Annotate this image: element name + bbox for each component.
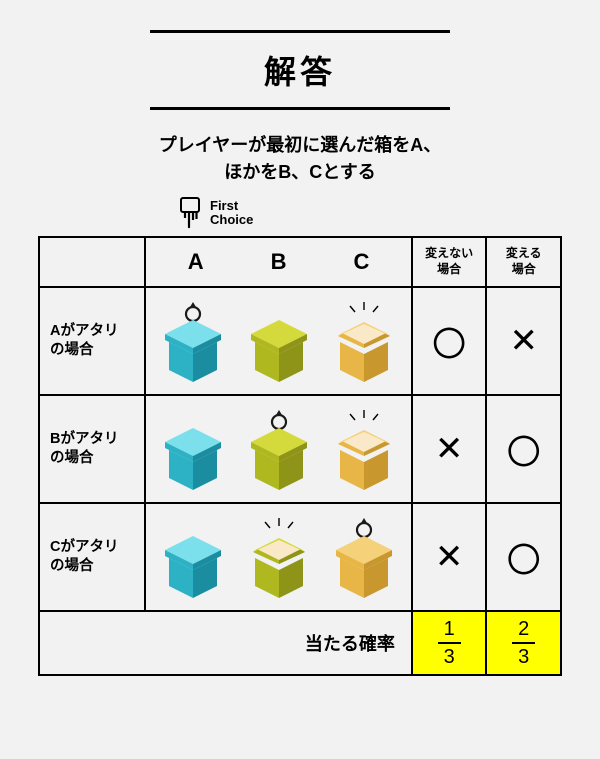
mark-switch: 〇	[486, 395, 561, 503]
first-choice-indicator: First Choice	[176, 196, 562, 230]
box-green-icon	[247, 300, 311, 384]
outcome-table: A B C 変えない場合 変える場合 Aがアタリの場合	[38, 236, 562, 676]
boxes-cell	[145, 503, 412, 611]
col-b: B	[271, 249, 287, 275]
title-rule-bottom	[150, 107, 450, 110]
first-choice-label: First Choice	[210, 199, 253, 226]
prob-no-switch: 13	[412, 611, 487, 675]
boxes-cell	[145, 287, 412, 395]
box-orange-icon	[332, 516, 396, 600]
col-a: A	[188, 249, 204, 275]
table-row: Bがアタリの場合 ✕ 〇	[39, 395, 561, 503]
row-label: Cがアタリの場合	[39, 503, 145, 611]
table-row: Aがアタリの場合 〇 ✕	[39, 287, 561, 395]
mark-switch: 〇	[486, 503, 561, 611]
boxes-cell	[145, 395, 412, 503]
row-label: Bがアタリの場合	[39, 395, 145, 503]
header-abc: A B C	[145, 237, 412, 287]
subtitle-line1: プレイヤーが最初に選んだ箱をA、	[159, 135, 441, 155]
pointing-hand-icon	[176, 196, 204, 230]
mark-switch: ✕	[486, 287, 561, 395]
subtitle: プレイヤーが最初に選んだ箱をA、 ほかをB、Cとする	[38, 132, 562, 186]
header-switch: 変える場合	[486, 237, 561, 287]
box-blue-icon	[161, 300, 225, 384]
first-choice-l1: First	[210, 199, 253, 213]
box-orange-icon	[332, 300, 396, 384]
probability-row: 当たる確率 13 23	[39, 611, 561, 675]
page-title: 解答	[38, 33, 562, 107]
prob-switch: 23	[486, 611, 561, 675]
header-empty	[39, 237, 145, 287]
table-row: Cがアタリの場合 ✕ 〇	[39, 503, 561, 611]
header-no-switch: 変えない場合	[412, 237, 487, 287]
first-choice-l2: Choice	[210, 213, 253, 227]
box-green-icon	[247, 408, 311, 492]
prob-label: 当たる確率	[39, 611, 412, 675]
box-green-icon	[247, 516, 311, 600]
mark-no-switch: 〇	[412, 287, 487, 395]
box-blue-icon	[161, 516, 225, 600]
row-label: Aがアタリの場合	[39, 287, 145, 395]
subtitle-line2: ほかをB、Cとする	[224, 162, 375, 182]
box-blue-icon	[161, 408, 225, 492]
mark-no-switch: ✕	[412, 503, 487, 611]
box-orange-icon	[332, 408, 396, 492]
header-row: A B C 変えない場合 変える場合	[39, 237, 561, 287]
mark-no-switch: ✕	[412, 395, 487, 503]
col-c: C	[353, 249, 369, 275]
